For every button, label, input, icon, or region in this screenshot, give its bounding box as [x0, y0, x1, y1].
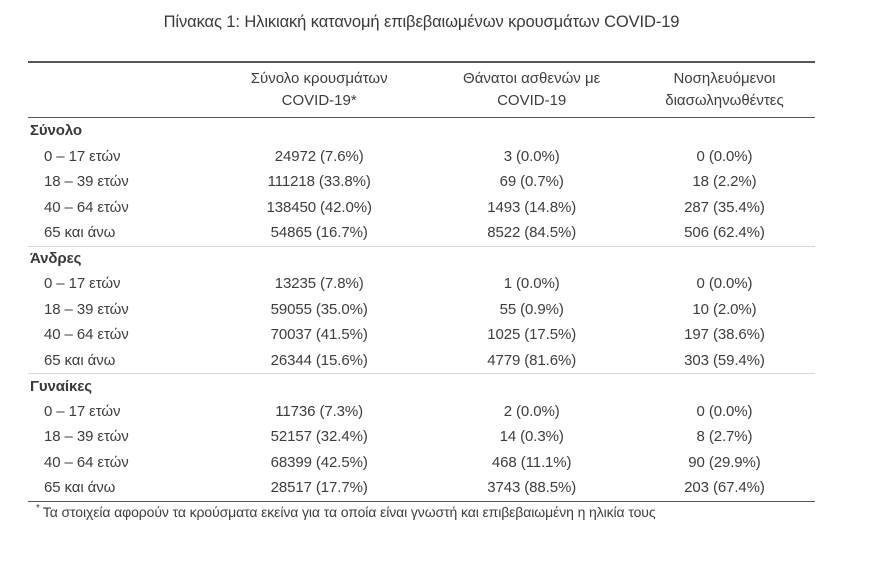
table-row: 65 και άνω 54865 (16.7%) 8522 (84.5%) 506 (…: [28, 220, 815, 246]
total-cases-value: 24972 (7.6%): [274, 147, 364, 165]
section-header-row: Σύνολο: [28, 118, 815, 144]
table-row: 40 – 64 ετών 68399 (42.5%) 468 (11.1%) 90 (…: [28, 450, 815, 476]
deaths-value: 3 (0.0%): [503, 147, 560, 165]
column-header-line: COVID-19*: [281, 92, 357, 109]
column-header-line: Σύνολο κρουσμάτων: [250, 69, 388, 87]
column-header-total-cases: Σύνολο κρουσμάτων COVID-19*: [209, 68, 429, 113]
deaths-value: 2 (0.0%): [503, 402, 560, 420]
deaths-value: 69 (0.7%): [499, 173, 564, 191]
table-row: 40 – 64 ετών 138450 (42.0%) 1493 (14.8%) 28…: [28, 195, 815, 221]
column-header-line: διασωληνωθέντες: [665, 92, 784, 109]
table-body: Σύνολο 0 – 17 ετών 24972 (7.6%) 3 (0.0%) 0 (…: [28, 118, 815, 502]
section-name: Γυναίκες: [30, 377, 92, 395]
intubated-value: 0 (0.0%): [696, 275, 753, 293]
total-cases-value: 11736 (7.3%): [275, 402, 364, 420]
age-group-label: 65 και άνω: [44, 479, 116, 497]
intubated-value: 203 (67.4%): [684, 479, 765, 497]
footnote-asterisk: *: [36, 503, 40, 515]
intubated-value: 10 (2.0%): [692, 300, 757, 318]
table-row: 18 – 39 ετών 111218 (33.8%) 69 (0.7%) 18 (2…: [28, 169, 815, 195]
total-cases-value: 138450 (42.0%): [266, 198, 372, 216]
deaths-value: 1 (0.0%): [503, 275, 560, 293]
total-cases-value: 111218 (33.8%): [267, 173, 371, 191]
column-header-line: COVID-19: [497, 92, 567, 109]
column-header-intubated: Νοσηλευόμενοι διασωληνωθέντες: [634, 68, 815, 113]
total-cases-value: 70037 (41.5%): [270, 326, 368, 344]
section-name: Άνδρες: [30, 250, 82, 268]
section-header-row: Γυναίκες: [28, 373, 815, 399]
age-group-label: 40 – 64 ετών: [44, 326, 129, 344]
table-row: 40 – 64 ετών 70037 (41.5%) 1025 (17.5%) 197…: [28, 322, 815, 348]
intubated-value: 197 (38.6%): [684, 326, 765, 344]
age-group-label: 0 – 17 ετών: [44, 402, 121, 420]
table-row: 65 και άνω 26344 (15.6%) 4779 (81.6%) 303 (…: [28, 348, 815, 374]
age-group-label: 65 και άνω: [44, 224, 116, 242]
page-title: Πίνακας 1: Ηλικιακή κατανομή επιβεβαιωμέ…: [163, 13, 680, 31]
age-group-label: 18 – 39 ετών: [44, 428, 129, 446]
section-name: Σύνολο: [30, 122, 82, 140]
age-group-label: 0 – 17 ετών: [44, 147, 121, 165]
deaths-value: 1493 (14.8%): [487, 198, 577, 216]
deaths-value: 4779 (81.6%): [487, 351, 577, 369]
age-group-label: 18 – 39 ετών: [44, 300, 129, 318]
intubated-value: 8 (2.7%): [696, 428, 753, 446]
total-cases-value: 54865 (16.7%): [270, 224, 368, 242]
total-cases-value: 52157 (32.4%): [270, 428, 368, 446]
total-cases-value: 68399 (42.5%): [270, 453, 368, 471]
total-cases-value: 28517 (17.7%): [270, 479, 368, 497]
table-row: 0 – 17 ετών 13235 (7.8%) 1 (0.0%) 0 (0.0%): [28, 271, 815, 297]
intubated-value: 90 (29.9%): [688, 453, 761, 471]
deaths-value: 1025 (17.5%): [487, 326, 577, 344]
intubated-value: 18 (2.2%): [692, 173, 757, 191]
total-cases-value: 26344 (15.6%): [270, 351, 368, 369]
deaths-value: 14 (0.3%): [499, 428, 564, 446]
intubated-value: 0 (0.0%): [696, 147, 753, 165]
table-row: 65 και άνω 28517 (17.7%) 3743 (88.5%) 203 (…: [28, 475, 815, 501]
table-row: 18 – 39 ετών 52157 (32.4%) 14 (0.3%) 8 (2.7…: [28, 424, 815, 450]
age-group-label: 40 – 64 ετών: [44, 453, 129, 471]
column-header-line: Νοσηλευόμενοι: [673, 69, 776, 87]
table-row: 0 – 17 ετών 24972 (7.6%) 3 (0.0%) 0 (0.0%): [28, 144, 815, 170]
footnote-text: Τα στοιχεία αφορούν τα κρούσματα εκείνα …: [42, 504, 656, 520]
covid-age-distribution-table: Σύνολο κρουσμάτων COVID-19* Θάνατοι ασθε…: [28, 61, 815, 502]
deaths-value: 468 (11.1%): [491, 453, 572, 471]
age-group-label: 65 και άνω: [44, 351, 116, 369]
deaths-value: 8522 (84.5%): [487, 224, 577, 242]
section-header-row: Άνδρες: [28, 245, 815, 272]
total-cases-value: 13235 (7.8%): [274, 275, 364, 293]
intubated-value: 0 (0.0%): [696, 402, 753, 420]
age-group-label: 0 – 17 ετών: [44, 275, 121, 293]
intubated-value: 303 (59.4%): [684, 351, 765, 369]
deaths-value: 3743 (88.5%): [487, 479, 577, 497]
column-header-line: Θάνατοι ασθενών με: [463, 69, 601, 87]
table-footnote: * Τα στοιχεία αφορούν τα κρούσματα εκείνα…: [28, 504, 828, 520]
deaths-value: 55 (0.9%): [499, 300, 564, 318]
table-row: 0 – 17 ετών 11736 (7.3%) 2 (0.0%) 0 (0.0%): [28, 399, 815, 425]
table-header-row: Σύνολο κρουσμάτων COVID-19* Θάνατοι ασθε…: [28, 63, 815, 118]
intubated-value: 287 (35.4%): [684, 198, 765, 216]
total-cases-value: 59055 (35.0%): [270, 300, 368, 318]
age-group-label: 40 – 64 ετών: [44, 198, 129, 216]
table-row: 18 – 39 ετών 59055 (35.0%) 55 (0.9%) 10 (2.…: [28, 297, 815, 323]
intubated-value: 506 (62.4%): [684, 224, 765, 242]
age-group-label: 18 – 39 ετών: [44, 173, 129, 191]
column-header-deaths: Θάνατοι ασθενών με COVID-19: [429, 68, 634, 113]
